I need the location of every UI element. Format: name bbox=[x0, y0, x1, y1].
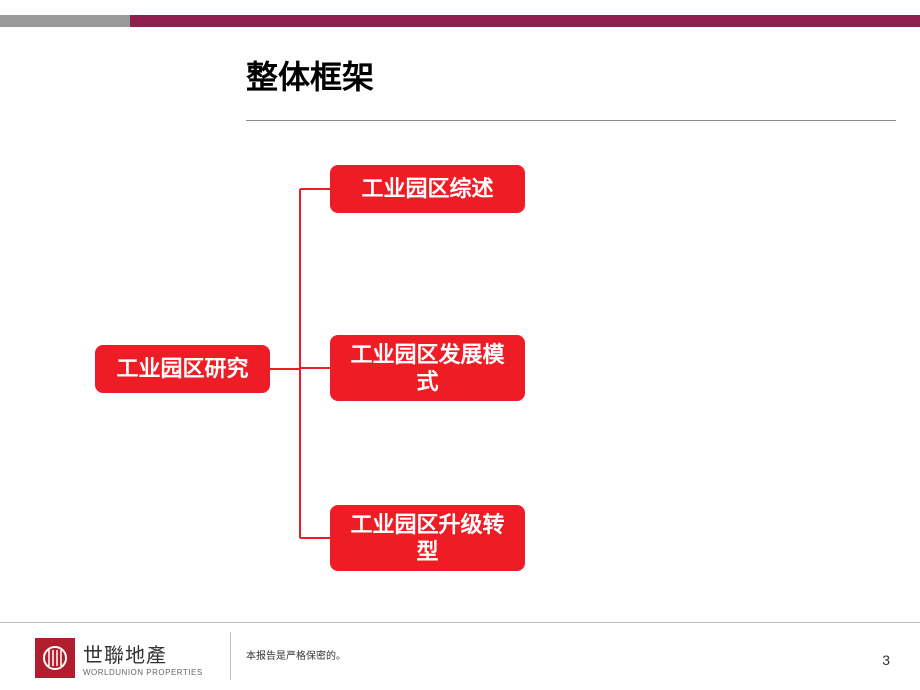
logo-icon bbox=[35, 638, 75, 678]
page-number: 3 bbox=[882, 652, 890, 668]
company-logo: 世聯地產 WORLDUNION PROPERTIES bbox=[35, 638, 203, 678]
footer-divider bbox=[230, 632, 231, 680]
logo-text: 世聯地產 WORLDUNION PROPERTIES bbox=[83, 639, 203, 677]
diagram-child-node-0: 工业园区综述 bbox=[330, 165, 525, 213]
logo-cn: 世聯地產 bbox=[83, 639, 203, 668]
header-gray-segment bbox=[0, 15, 130, 27]
diagram-root-node: 工业园区研究 bbox=[95, 345, 270, 393]
framework-diagram: 工业园区研究 工业园区综述工业园区发展模式工业园区升级转型 bbox=[95, 155, 545, 585]
diagram-child-node-1: 工业园区发展模式 bbox=[330, 335, 525, 401]
page-title: 整体框架 bbox=[246, 52, 374, 98]
footer: 世聯地產 WORLDUNION PROPERTIES 本报告是严格保密的。 3 bbox=[0, 622, 920, 690]
logo-en: WORLDUNION PROPERTIES bbox=[83, 668, 203, 677]
confidential-notice: 本报告是严格保密的。 bbox=[246, 647, 346, 662]
header-bar bbox=[0, 15, 920, 27]
diagram-child-node-2: 工业园区升级转型 bbox=[330, 505, 525, 571]
header-maroon-segment bbox=[130, 15, 920, 27]
title-underline bbox=[246, 120, 896, 121]
